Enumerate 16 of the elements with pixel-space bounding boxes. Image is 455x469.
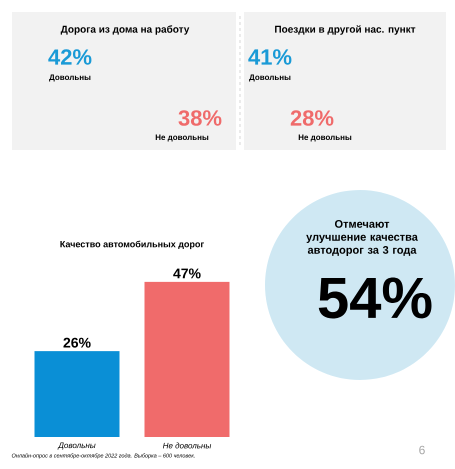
text: 54% — [318, 278, 432, 318]
data-label: 26% — [63, 338, 91, 348]
text: 28% — [290, 110, 334, 126]
text: Довольны — [249, 74, 290, 82]
text: Довольны — [49, 74, 90, 82]
text: Не довольны — [298, 134, 352, 142]
text: Не довольны — [156, 134, 208, 142]
chart-title: Качество автомобильных дорог — [60, 240, 204, 250]
text: 41% — [248, 49, 292, 65]
text: Отмечают улучшение качества автодорог за 3 года — [306, 220, 418, 256]
text: 38% — [178, 110, 222, 126]
text: 6 — [419, 446, 425, 454]
data-label: 47% — [173, 268, 201, 278]
text: Дорога из дома на работу — [60, 25, 190, 35]
text: 42% — [48, 49, 92, 65]
text: Поездки в другой нас. пункт — [275, 25, 416, 35]
